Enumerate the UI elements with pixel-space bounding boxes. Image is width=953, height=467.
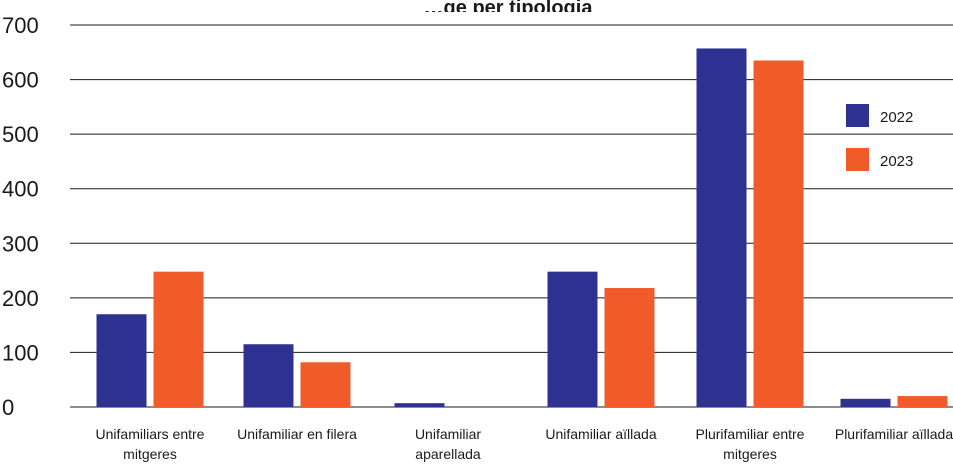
x-tick-label: Plurifamiliar entre mitgeres (696, 426, 805, 462)
bar-2022 (243, 344, 294, 407)
chart-title: …ge per tipologia (424, 0, 594, 19)
x-tick-label: Unifamiliar aïllada (545, 426, 656, 442)
x-tick-label: Unifamiliar aparellada (415, 426, 481, 462)
legend-swatch (846, 148, 869, 171)
bar-2023 (153, 271, 204, 407)
bar-2023 (897, 396, 948, 407)
x-axis-labels: Unifamiliars entre mitgeres Unifamiliar en… (96, 426, 953, 462)
y-tick-label: 100 (2, 340, 39, 365)
bars (96, 48, 948, 408)
bar-2022 (840, 398, 891, 407)
bar-2023 (604, 288, 655, 407)
bar-2023 (300, 362, 351, 407)
y-tick-label: 0 (2, 395, 14, 420)
legend-swatch (846, 104, 869, 127)
y-tick-label: 700 (2, 13, 39, 38)
gridlines (70, 24, 953, 408)
y-tick-label: 500 (2, 122, 39, 147)
legend-label: 2023 (880, 153, 913, 170)
legend: 2022 2023 (846, 104, 913, 171)
y-tick-label: 200 (2, 286, 39, 311)
bar-2022 (394, 403, 445, 407)
bar-2022 (547, 271, 598, 407)
bar-2022 (96, 314, 147, 407)
y-tick-label: 400 (2, 177, 39, 202)
x-tick-label: Unifamiliar en filera (237, 426, 357, 442)
bar-2023 (753, 60, 804, 407)
y-axis-ticks: 0 100 200 300 400 500 600 700 (2, 13, 39, 420)
bar-2022 (696, 48, 747, 408)
x-tick-label: Unifamiliars entre mitgeres (96, 426, 205, 462)
y-tick-label: 600 (2, 68, 39, 93)
legend-label: 2022 (880, 109, 913, 126)
y-tick-label: 300 (2, 231, 39, 256)
x-tick-label: Plurifamiliar aïllada (835, 426, 953, 442)
